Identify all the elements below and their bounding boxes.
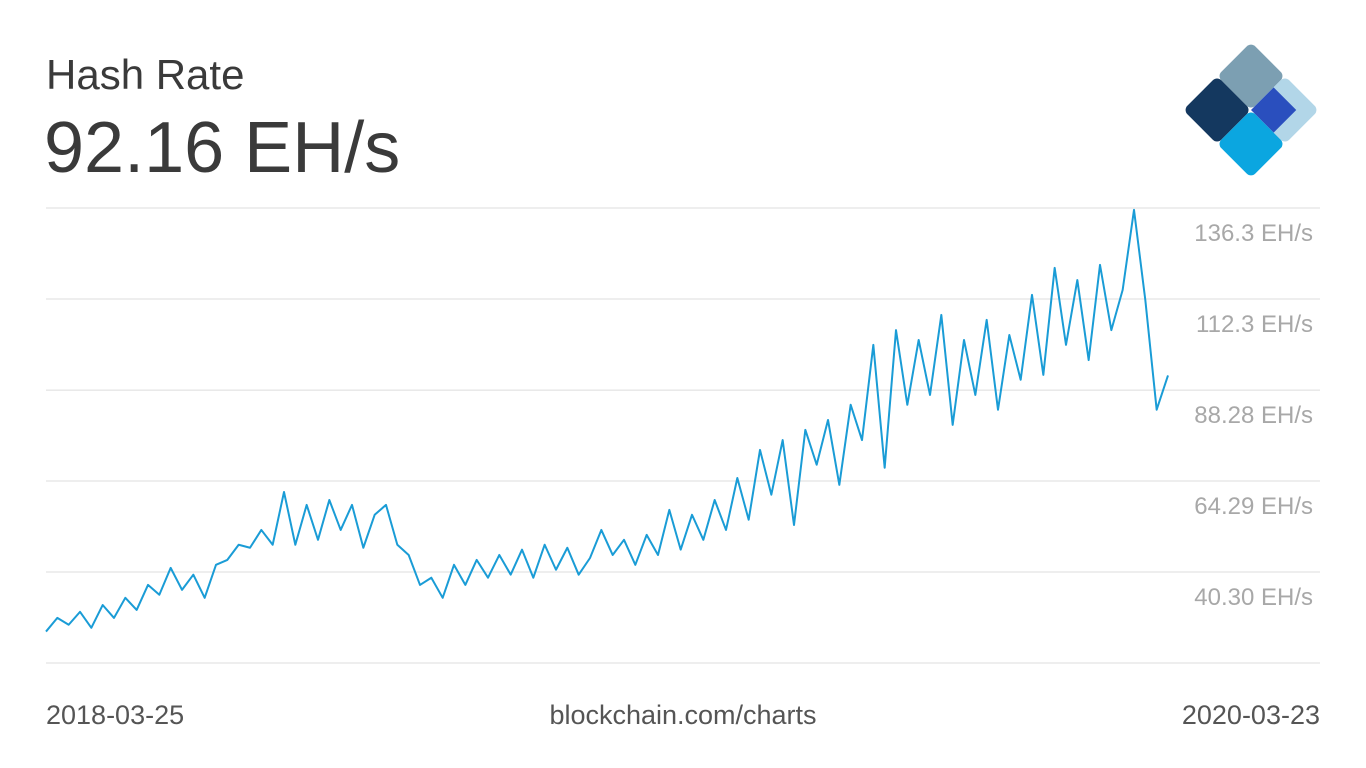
logo-part — [1219, 112, 1283, 176]
source: blockchain.com/charts — [549, 700, 816, 730]
y-tick-label: 112.3 EH/s — [1196, 311, 1313, 338]
line-series — [45, 208, 1169, 633]
y-tick-label: 88.28 EH/s — [1194, 402, 1313, 429]
y-tick-label: 64.29 EH/s — [1194, 493, 1313, 520]
y-tick-label: 136.3 EH/s — [1194, 220, 1313, 247]
y-tick-label: 40.30 EH/s — [1194, 584, 1313, 611]
current-value: 92.16 EH/s — [44, 108, 400, 188]
logo-part — [1219, 44, 1283, 108]
x-end-label: 2020-03-23 — [1182, 700, 1320, 730]
chart-title: Hash Rate — [46, 51, 244, 98]
logo-part — [1185, 78, 1249, 142]
x-start-label: 2018-03-25 — [46, 700, 184, 730]
logo — [1185, 44, 1317, 176]
